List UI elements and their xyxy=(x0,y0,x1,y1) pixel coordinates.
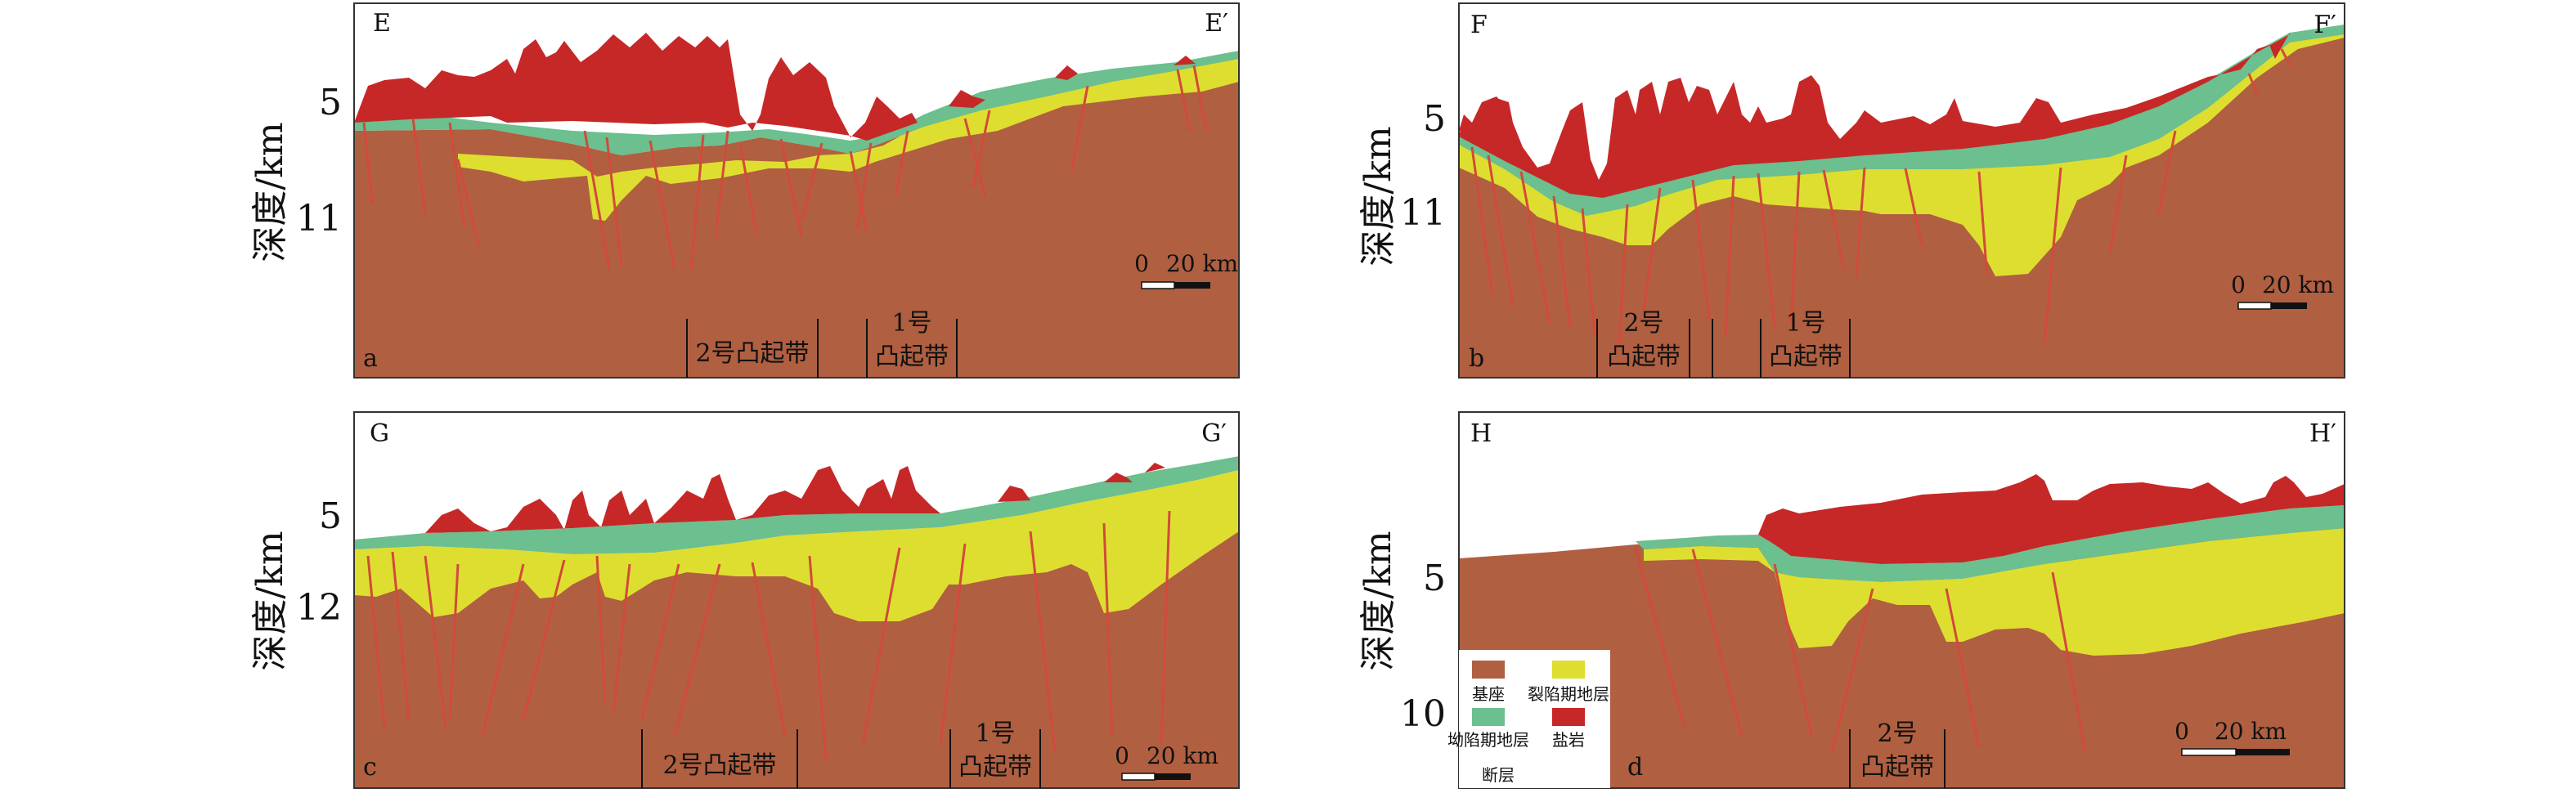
panel-d-tick-5: 5 xyxy=(1423,558,1446,599)
panel-d-scale-bar: 0 20 km xyxy=(2174,718,2290,756)
panel-a-faults xyxy=(362,65,1208,271)
panel-d-zone-2-line2: 凸起带 xyxy=(1860,753,1934,782)
legend-swatch-rift xyxy=(1552,661,1585,679)
panel-c-start-label: G xyxy=(370,419,389,448)
panel-b-start-label: F xyxy=(1470,11,1488,39)
svg-text:20 km: 20 km xyxy=(2262,271,2334,298)
legend-label-sag: 坳陷期地层 xyxy=(1447,730,1529,750)
panel-a-zone-markers xyxy=(686,319,958,378)
panel-b-y-axis-label: 深度/km xyxy=(1358,126,1399,266)
panel-a-start-label: E xyxy=(373,9,391,38)
panel-a: 深度/km 5 11 xyxy=(249,2,1240,379)
panel-c-tick-5: 5 xyxy=(319,495,342,537)
panel-d-letter: d xyxy=(1627,753,1643,782)
panel-a-zone-2-label: 2号凸起带 xyxy=(695,339,809,368)
panel-c-tick-12: 12 xyxy=(296,587,342,629)
panel-a-zone-1-line1: 1号 xyxy=(891,309,931,338)
panel-b-scale-bar: 0 20 km xyxy=(2231,271,2334,310)
panel-b-faults xyxy=(1470,48,2291,344)
panel-c-faults xyxy=(366,510,1171,761)
svg-text:0: 0 xyxy=(1115,742,1129,769)
panel-b-tick-11: 11 xyxy=(1400,192,1446,234)
panel-b-rift-layer xyxy=(1459,31,2345,276)
svg-text:20 km: 20 km xyxy=(1147,742,1218,769)
panel-d-faults xyxy=(1634,547,2087,753)
legend-swatch-basement xyxy=(1472,661,1505,679)
panel-a-tick-5: 5 xyxy=(319,82,342,123)
svg-text:0: 0 xyxy=(2231,271,2246,298)
panel-a-scale-bar: 0 20 km xyxy=(1134,250,1238,289)
panel-a-end-label: E′ xyxy=(1205,9,1228,38)
panel-d-y-axis-label: 深度/km xyxy=(1358,531,1399,670)
panel-b-tick-5: 5 xyxy=(1423,98,1446,140)
panel-d-start-label: H xyxy=(1470,419,1492,448)
panel-d-salt-layer xyxy=(1758,474,2345,564)
panel-b-salt-dome-left xyxy=(1459,96,1509,137)
panel-b-sag-layer xyxy=(1459,25,2345,216)
panel-c-salt-layer xyxy=(425,466,940,533)
panel-c: 深度/km 5 12 xyxy=(249,411,1240,789)
panel-b-end-label: F′ xyxy=(2313,11,2336,39)
panel-a-y-axis-label: 深度/km xyxy=(249,122,291,262)
panel-a-tick-11: 11 xyxy=(296,198,342,240)
legend-label-salt: 盐岩 xyxy=(1552,730,1585,750)
panel-c-y-axis-label: 深度/km xyxy=(249,531,291,670)
panel-d-tick-10: 10 xyxy=(1400,693,1446,735)
legend-swatch-salt xyxy=(1552,708,1585,726)
panel-a-sag-layer xyxy=(354,51,1239,155)
panel-d-zone-2-line1: 2号 xyxy=(1877,719,1917,748)
panel-a-salt-layer xyxy=(354,33,918,141)
panel-c-rift-layer xyxy=(354,470,1239,621)
panel-c-zone-1-line1: 1号 xyxy=(975,719,1015,748)
panel-d-zone-markers xyxy=(1849,729,1945,788)
panel-a-salt-domes xyxy=(949,56,1196,108)
svg-text:0: 0 xyxy=(2174,718,2189,745)
panel-d: 深度/km 5 10 H H′ d 基座 xyxy=(1358,411,2345,789)
svg-text:20 km: 20 km xyxy=(2215,718,2287,745)
panel-c-scale-bar: 0 20 km xyxy=(1115,742,1218,781)
panel-b-zone-1-line1: 1号 xyxy=(1785,309,1825,338)
panel-b: 深度/km 5 11 xyxy=(1358,2,2345,379)
panel-d-sag-layer xyxy=(1636,505,2345,582)
panel-b-zone-markers xyxy=(1596,319,1851,378)
legend-label-fault: 断层 xyxy=(1482,765,1515,785)
panel-a-letter: a xyxy=(363,344,378,373)
panel-b-zone-2-line2: 凸起带 xyxy=(1607,343,1681,371)
panel-c-end-label: G′ xyxy=(1201,419,1227,448)
svg-text:20 km: 20 km xyxy=(1166,250,1238,277)
panel-c-zone-1-line2: 凸起带 xyxy=(958,753,1032,782)
svg-text:0: 0 xyxy=(1134,250,1149,277)
panel-d-end-label: H′ xyxy=(2309,419,2336,448)
panel-c-zone-2-label: 2号凸起带 xyxy=(662,751,776,780)
panel-d-rift-layer xyxy=(1644,528,2345,656)
panel-c-salt-domes xyxy=(998,463,1165,502)
legend-label-rift: 裂陷期地层 xyxy=(1528,684,1609,704)
panel-b-letter: b xyxy=(1469,344,1484,373)
panel-c-sag-layer xyxy=(354,456,1239,554)
panel-c-letter: c xyxy=(363,753,377,782)
legend-swatch-sag xyxy=(1472,708,1505,726)
legend-label-basement: 基座 xyxy=(1472,684,1505,704)
panel-b-zone-1-line2: 凸起带 xyxy=(1769,343,1842,371)
panel-b-salt-layer xyxy=(1459,33,2290,198)
panel-b-zone-2-line1: 2号 xyxy=(1623,309,1663,338)
panel-a-zone-1-line2: 凸起带 xyxy=(875,343,949,371)
legend: 基座 裂陷期地层 坳陷期地层 盐岩 断层 xyxy=(1447,650,1610,788)
panel-c-zone-markers xyxy=(641,729,1041,788)
